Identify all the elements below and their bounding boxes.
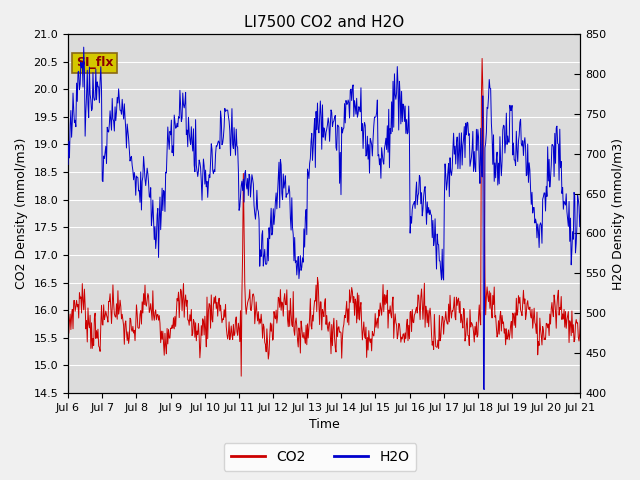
Legend: CO2, H2O: CO2, H2O bbox=[223, 443, 417, 471]
Y-axis label: H2O Density (mmol/m3): H2O Density (mmol/m3) bbox=[612, 138, 625, 289]
Y-axis label: CO2 Density (mmol/m3): CO2 Density (mmol/m3) bbox=[15, 138, 28, 289]
Title: LI7500 CO2 and H2O: LI7500 CO2 and H2O bbox=[244, 15, 404, 30]
X-axis label: Time: Time bbox=[309, 419, 340, 432]
Text: SI_flx: SI_flx bbox=[76, 56, 113, 69]
